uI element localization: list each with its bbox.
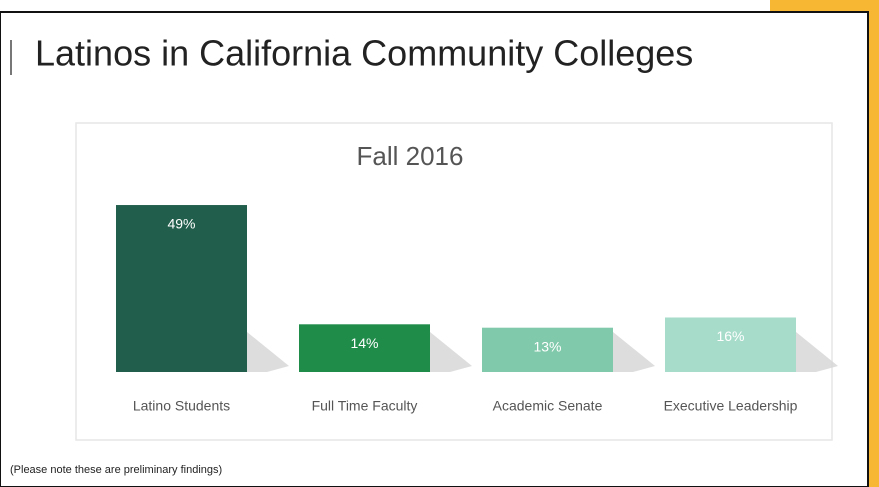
- value-label: 16%: [716, 328, 744, 344]
- value-label: 49%: [167, 216, 195, 232]
- bar: [665, 317, 796, 372]
- x-tick-label: Academic Senate: [493, 398, 603, 414]
- x-tick-label: Executive Leadership: [664, 398, 798, 414]
- bar-shadow: [796, 332, 838, 372]
- bar-shadow: [430, 332, 472, 372]
- bar-shadow: [613, 332, 655, 372]
- bar: [299, 324, 430, 372]
- value-label: 14%: [350, 335, 378, 351]
- footnote: (Please note these are preliminary findi…: [10, 464, 222, 476]
- slide-title: Latinos in California Community Colleges: [35, 33, 693, 74]
- accent-edge: [868, 0, 879, 487]
- bar: [116, 205, 247, 372]
- x-tick-label: Full Time Faculty: [312, 398, 418, 414]
- value-label: 13%: [533, 338, 561, 354]
- x-tick-label: Latino Students: [133, 398, 230, 414]
- bar-shadow: [247, 332, 289, 372]
- accent-bar: [770, 0, 879, 14]
- bar: [482, 327, 613, 372]
- chart-title: Fall 2016: [357, 141, 464, 171]
